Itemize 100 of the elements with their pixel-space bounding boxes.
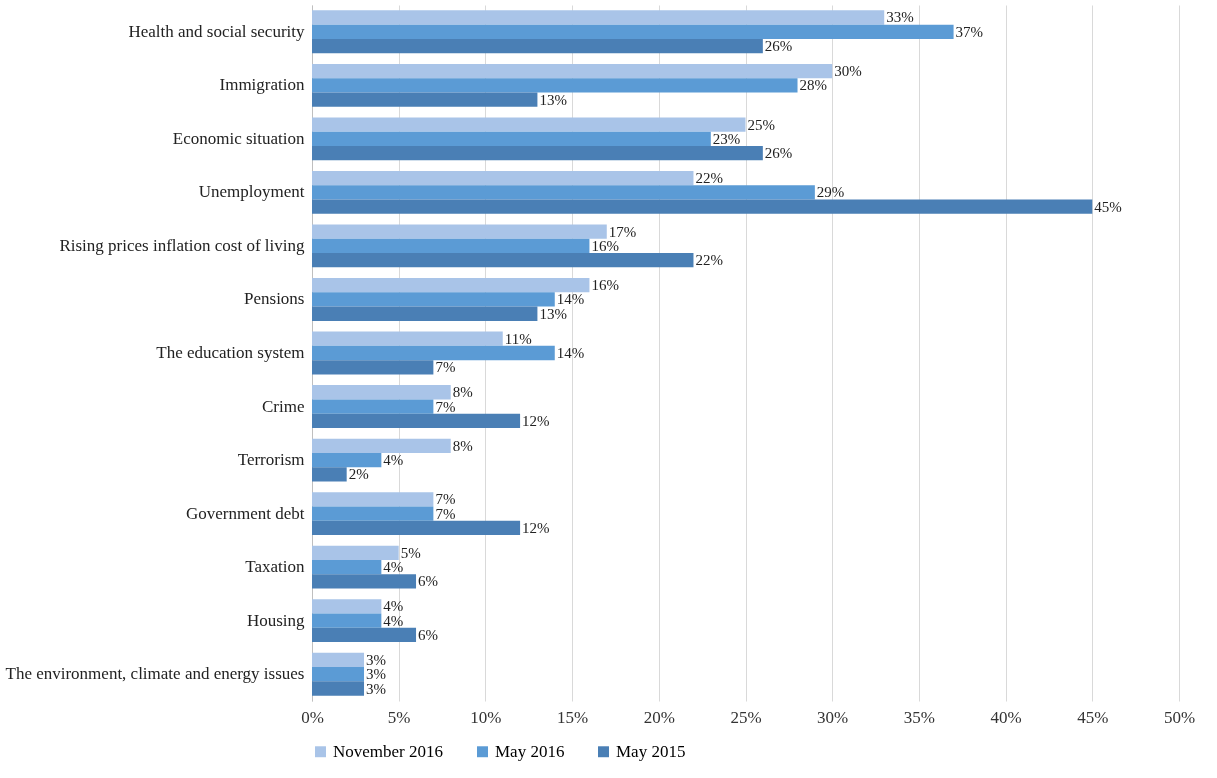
data-label: 26% — [764, 38, 793, 55]
x-tick-label: 50% — [1163, 707, 1196, 727]
data-label: 4% — [383, 559, 404, 576]
y-tick-label: Economic situation — [172, 128, 305, 148]
data-label: 37% — [955, 23, 984, 40]
bar — [312, 331, 503, 346]
data-label: 7% — [435, 505, 456, 522]
bar — [312, 63, 833, 79]
data-label: 4% — [383, 598, 404, 615]
bar — [312, 38, 763, 54]
data-label: 3% — [366, 680, 387, 697]
data-label: 13% — [539, 305, 567, 322]
bar — [312, 599, 382, 614]
y-tick-label: Crime — [262, 396, 305, 416]
y-tick-label: Taxation — [245, 557, 305, 577]
x-tick-label: 30% — [817, 707, 849, 727]
data-label: 8% — [452, 384, 473, 401]
x-tick-label: 40% — [990, 707, 1022, 727]
bar — [312, 145, 763, 161]
x-tick-label: 10% — [470, 707, 502, 727]
data-label: 7% — [435, 359, 456, 376]
data-label: 22% — [695, 252, 723, 269]
data-label: 25% — [747, 116, 775, 133]
y-tick-label: The environment, climate and energy issues — [5, 664, 305, 684]
data-label: 2% — [348, 466, 369, 483]
data-label: 14% — [556, 345, 585, 361]
bar — [312, 306, 538, 321]
bar — [312, 545, 399, 561]
data-label: 11% — [504, 330, 532, 347]
legend-label: May 2015 — [616, 741, 686, 761]
bar — [312, 185, 815, 200]
data-label: 26% — [764, 145, 793, 162]
bar — [312, 652, 365, 668]
bar — [312, 681, 365, 696]
bar — [312, 117, 746, 132]
data-label: 16% — [591, 237, 619, 254]
bar — [312, 627, 417, 643]
data-label: 4% — [383, 612, 404, 629]
legend-label: May 2016 — [495, 741, 565, 761]
bar — [312, 574, 417, 589]
bar — [312, 613, 382, 628]
data-label: 28% — [799, 77, 828, 94]
data-label: 17% — [608, 223, 637, 240]
bar — [312, 520, 521, 536]
y-tick-label: Terrorism — [237, 450, 305, 470]
data-label: 5% — [400, 544, 421, 561]
y-tick-label: Unemployment — [198, 182, 305, 202]
bar — [312, 560, 382, 575]
data-label: 8% — [452, 437, 473, 454]
data-label: 30% — [834, 63, 862, 80]
bar — [312, 467, 347, 482]
data-label: 3% — [366, 651, 387, 668]
bar — [312, 224, 607, 239]
data-label: 16% — [591, 277, 619, 294]
y-tick-label: Government debt — [186, 503, 305, 523]
y-tick-label: Immigration — [219, 75, 305, 95]
data-label: 29% — [816, 184, 845, 201]
data-label: 23% — [712, 130, 741, 147]
x-tick-label: 25% — [730, 707, 762, 727]
bar — [312, 667, 365, 682]
data-label: 4% — [383, 452, 404, 469]
data-label: 6% — [418, 573, 439, 590]
bar — [312, 452, 382, 468]
data-label: 45% — [1094, 198, 1122, 215]
bar — [312, 253, 694, 268]
data-label: 12% — [522, 519, 550, 536]
x-tick-label: 20% — [643, 707, 675, 727]
y-tick-label: Health and social security — [128, 21, 305, 41]
bar — [312, 492, 434, 507]
bar — [312, 360, 434, 375]
bar — [312, 506, 434, 521]
data-label: 6% — [418, 626, 439, 643]
bar — [312, 131, 711, 146]
bar — [312, 238, 590, 254]
bar — [312, 438, 451, 453]
bar — [312, 92, 538, 107]
x-tick-label: 15% — [557, 707, 589, 727]
bar — [312, 385, 451, 400]
y-tick-label: Pensions — [244, 289, 305, 309]
y-tick-label: The education system — [156, 343, 305, 362]
y-tick-label: Housing — [246, 610, 305, 630]
data-label: 7% — [435, 398, 456, 415]
bar — [312, 345, 555, 361]
bar — [312, 199, 1093, 214]
data-label: 22% — [695, 170, 723, 187]
data-label: 3% — [366, 666, 387, 683]
x-tick-label: 0% — [301, 707, 324, 727]
bar — [312, 399, 434, 414]
data-label: 7% — [435, 491, 456, 508]
x-tick-label: 45% — [1077, 707, 1109, 727]
bar — [312, 10, 885, 25]
bar — [312, 413, 521, 428]
bar — [312, 278, 590, 293]
data-label: 14% — [556, 291, 585, 308]
bar — [312, 170, 694, 186]
data-label: 13% — [539, 91, 567, 108]
x-tick-label: 5% — [387, 707, 411, 727]
data-label: 33% — [886, 9, 914, 26]
data-label: 12% — [522, 412, 550, 429]
y-tick-label: Rising prices inflation cost of living — [59, 235, 305, 255]
